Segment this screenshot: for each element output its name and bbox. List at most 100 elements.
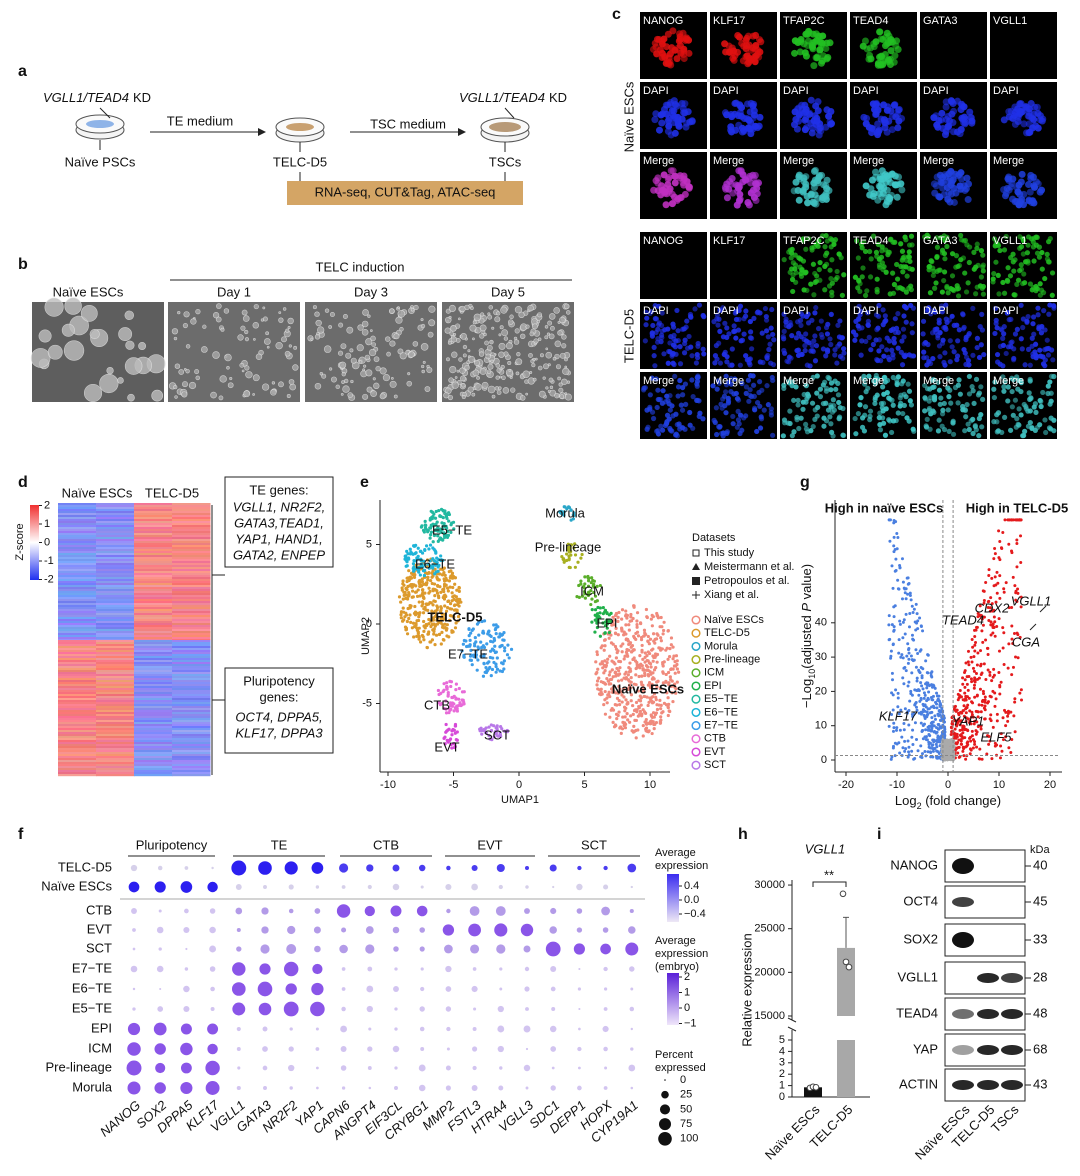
cell: [242, 310, 247, 315]
nucleus: [1016, 278, 1021, 283]
heatmap-cell: [96, 760, 135, 762]
nucleus: [732, 323, 737, 328]
nucleus: [798, 256, 803, 261]
nucleus: [993, 260, 998, 265]
heatmap-cell: [134, 517, 173, 519]
panel-label: a: [18, 63, 27, 80]
heatmap-cell: [172, 702, 211, 704]
heatmap-cell: [96, 541, 135, 543]
heatmap-cell: [58, 577, 97, 579]
cell: [558, 330, 563, 335]
nucleus: [753, 181, 760, 188]
umap-point: [628, 661, 631, 664]
heatmap-cell: [96, 637, 135, 639]
nucleus: [889, 430, 894, 435]
heatmap-cell: [134, 529, 173, 531]
nucleus: [713, 353, 718, 358]
cell: [278, 318, 283, 323]
umap-point: [438, 578, 441, 581]
nucleus: [902, 234, 907, 239]
cell: [266, 332, 269, 335]
nucleus: [877, 422, 882, 427]
umap-point: [406, 620, 409, 623]
nucleus: [967, 427, 972, 432]
cell: [526, 325, 530, 329]
nucleus: [668, 428, 673, 433]
volcano-point: [959, 689, 962, 692]
umap-point: [656, 661, 659, 664]
umap-point: [458, 701, 461, 704]
cell: [373, 378, 375, 380]
nucleus: [1031, 184, 1038, 191]
nucleus: [681, 100, 688, 107]
cell: [315, 383, 321, 389]
heatmap-cell: [172, 611, 211, 613]
umap-point: [418, 600, 421, 603]
umap-point: [666, 658, 669, 661]
cell: [463, 354, 466, 357]
channel-label: KLF17: [713, 15, 745, 27]
umap-point: [413, 605, 416, 608]
nucleus: [840, 293, 845, 298]
nucleus: [655, 388, 660, 393]
cell: [421, 365, 424, 368]
nucleus: [652, 353, 657, 358]
heatmap-cell: [172, 672, 211, 674]
umap-point: [635, 719, 638, 722]
heatmap-cell: [134, 696, 173, 698]
nucleus: [901, 327, 906, 332]
nucleus: [885, 252, 890, 257]
umap-point: [670, 636, 673, 639]
x-tick-label: 5: [581, 779, 587, 791]
heatmap-cell: [58, 698, 97, 700]
nucleus: [1025, 196, 1032, 203]
umap-point: [501, 633, 504, 636]
heatmap-cell: [134, 660, 173, 662]
heatmap-cell: [58, 774, 97, 776]
cell: [342, 381, 345, 384]
nucleus: [1027, 397, 1032, 402]
umap-point: [454, 724, 457, 727]
nucleus: [979, 424, 984, 429]
volcano-point: [908, 625, 911, 628]
nucleus: [715, 387, 720, 392]
umap-point: [651, 678, 654, 681]
cell: [362, 321, 368, 327]
umap-point: [455, 595, 458, 598]
nucleus: [796, 398, 801, 403]
volcano-point: [1017, 656, 1020, 659]
volcano-point: [1014, 655, 1017, 658]
nucleus: [669, 200, 676, 207]
heatmap-cell: [134, 670, 173, 672]
nucleus: [864, 288, 869, 293]
cell: [555, 341, 561, 347]
nucleus: [805, 28, 812, 35]
umap-point: [409, 621, 412, 624]
cell: [346, 353, 351, 358]
nucleus: [833, 387, 838, 392]
nucleus: [726, 178, 733, 185]
cell: [514, 340, 519, 345]
heatmap-cell: [58, 770, 97, 772]
nucleus: [1035, 110, 1042, 117]
umap-point: [621, 642, 624, 645]
nucleus: [835, 381, 840, 386]
umap-point: [649, 670, 652, 673]
heatmap-cell: [172, 515, 211, 517]
cell: [39, 330, 51, 342]
nucleus: [730, 346, 735, 351]
umap-point: [443, 509, 446, 512]
nucleus: [948, 111, 955, 118]
nucleus: [677, 194, 684, 201]
cell-label: Naïve PSCs: [65, 154, 136, 169]
cell: [445, 328, 451, 334]
umap-point: [643, 629, 646, 632]
nucleus: [677, 344, 682, 349]
nucleus: [956, 377, 961, 382]
heatmap-cell: [134, 627, 173, 629]
nucleus: [895, 311, 900, 316]
umap-point: [451, 591, 454, 594]
nucleus: [754, 429, 759, 434]
box-title: TE genes:: [249, 482, 308, 497]
cell: [462, 395, 465, 398]
